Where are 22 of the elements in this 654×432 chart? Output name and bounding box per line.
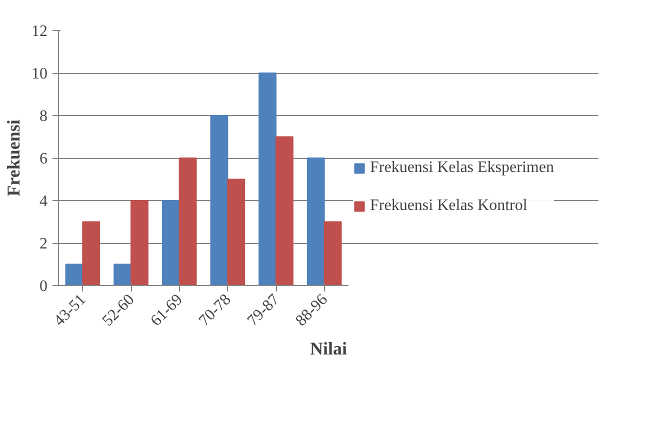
bar [306,158,325,286]
y-tick-label: 8 [40,108,48,125]
bar [324,221,342,286]
y-axis-title: Frekuensi [4,120,24,196]
y-tick-label: 4 [40,193,48,210]
bar [82,221,100,286]
bar [258,72,276,286]
bar [227,178,246,286]
y-tick-label: 2 [40,236,48,252]
y-tick-label: 10 [32,66,48,82]
x-axis-title: Nilai [310,338,348,359]
bar [276,136,294,286]
legend-label: Frekuensi Kelas Kontrol [370,197,528,215]
bar [114,264,132,286]
legend-label: Frekuensi Kelas Eksperimen [370,159,554,177]
y-tick-label: 12 [32,23,48,40]
bar [162,200,180,286]
bar [130,200,148,286]
y-tick-label: 6 [40,150,48,168]
y-tick-label: 0 [40,278,48,295]
bar [178,158,197,286]
bar [210,115,228,286]
